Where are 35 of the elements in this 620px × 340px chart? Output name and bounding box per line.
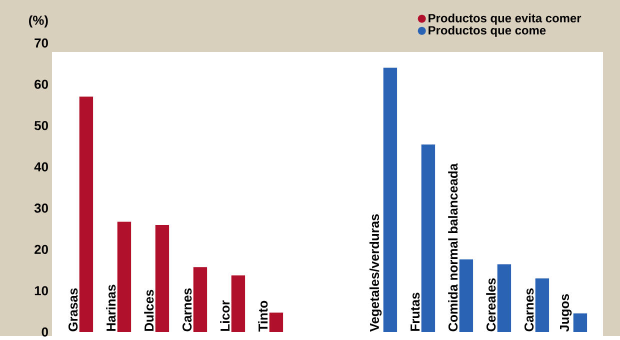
x-tick-label: Carnes bbox=[524, 288, 534, 332]
bar bbox=[79, 96, 94, 332]
bar bbox=[155, 225, 170, 332]
y-axis-title: (%) bbox=[28, 15, 48, 28]
bar bbox=[459, 259, 474, 332]
x-tick-label: Carnes bbox=[182, 288, 192, 332]
bar bbox=[231, 275, 246, 332]
y-tick-label: 40 bbox=[34, 162, 48, 172]
bar bbox=[497, 264, 512, 332]
x-tick-label: Cereales bbox=[486, 278, 496, 332]
bar bbox=[193, 267, 208, 332]
y-tick-label: 70 bbox=[34, 38, 48, 48]
legend-label: Productos que evita comer bbox=[428, 14, 582, 25]
bar bbox=[117, 222, 132, 332]
bar bbox=[535, 278, 550, 332]
bar bbox=[269, 312, 284, 332]
y-tick-label: 60 bbox=[34, 80, 48, 89]
x-tick-label: Grasas bbox=[68, 288, 78, 332]
bar bbox=[573, 313, 588, 332]
x-tick-label: Licor bbox=[220, 300, 230, 331]
y-tick-label: 50 bbox=[34, 121, 48, 130]
y-tick-label: 0 bbox=[42, 327, 48, 337]
x-tick-label: Comida normal balanceada bbox=[448, 163, 458, 332]
x-tick-label: Dulces bbox=[144, 290, 154, 331]
bar bbox=[383, 68, 398, 332]
x-tick-label: Jugos bbox=[560, 294, 572, 332]
legend-label: Productos que come bbox=[428, 26, 546, 37]
x-tick-label: Tinto bbox=[258, 300, 268, 332]
bar bbox=[421, 144, 436, 332]
x-tick-label: Frutas bbox=[410, 292, 420, 331]
x-tick-label: Vegetales/verduras bbox=[370, 214, 382, 332]
y-tick-label: 10 bbox=[34, 286, 48, 296]
x-tick-label: Harinas bbox=[106, 284, 116, 331]
y-tick-label: 30 bbox=[34, 204, 48, 213]
y-tick-label: 20 bbox=[34, 244, 48, 254]
